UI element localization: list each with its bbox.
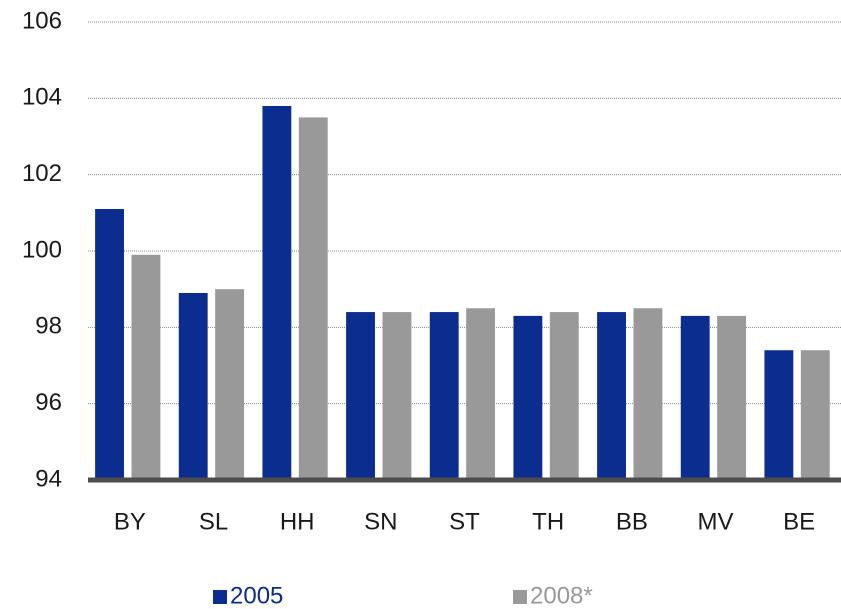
legend-swatch: [213, 590, 227, 604]
legend-swatch: [513, 590, 527, 604]
bar: [131, 254, 161, 480]
bar: [429, 312, 459, 480]
bar: [215, 289, 245, 480]
bar: [764, 350, 794, 480]
bar: [262, 105, 292, 480]
bar: [298, 117, 328, 481]
bar: [597, 312, 626, 480]
y-tick-label: 94: [35, 465, 62, 492]
x-tick-label: BE: [783, 508, 815, 535]
bar: [346, 312, 375, 480]
x-tick-label: HH: [280, 508, 315, 535]
x-tick-label: BY: [114, 508, 146, 535]
y-tick-label: 102: [22, 160, 62, 187]
bar: [382, 312, 412, 480]
y-tick-label: 104: [22, 84, 62, 111]
legend-label: 2005: [230, 582, 283, 609]
bar: [800, 350, 830, 480]
x-tick-label: BB: [616, 508, 648, 535]
y-tick-label: 98: [35, 313, 62, 340]
bar: [178, 292, 208, 480]
y-tick-label: 96: [35, 389, 62, 416]
bar: [717, 315, 747, 480]
legend-label: 2008*: [530, 582, 593, 609]
x-tick-label: ST: [449, 508, 480, 535]
x-tick-label: SN: [364, 508, 397, 535]
bar: [466, 308, 496, 480]
x-tick-label: SL: [199, 508, 228, 535]
y-tick-label: 100: [22, 236, 62, 263]
bar: [95, 209, 124, 480]
x-tick-label: MV: [698, 508, 734, 535]
bar: [549, 312, 579, 480]
x-tick-label: TH: [532, 508, 564, 535]
bar: [633, 308, 663, 480]
y-tick-label: 106: [22, 7, 62, 34]
bar: [680, 315, 710, 480]
bar: [513, 315, 543, 480]
